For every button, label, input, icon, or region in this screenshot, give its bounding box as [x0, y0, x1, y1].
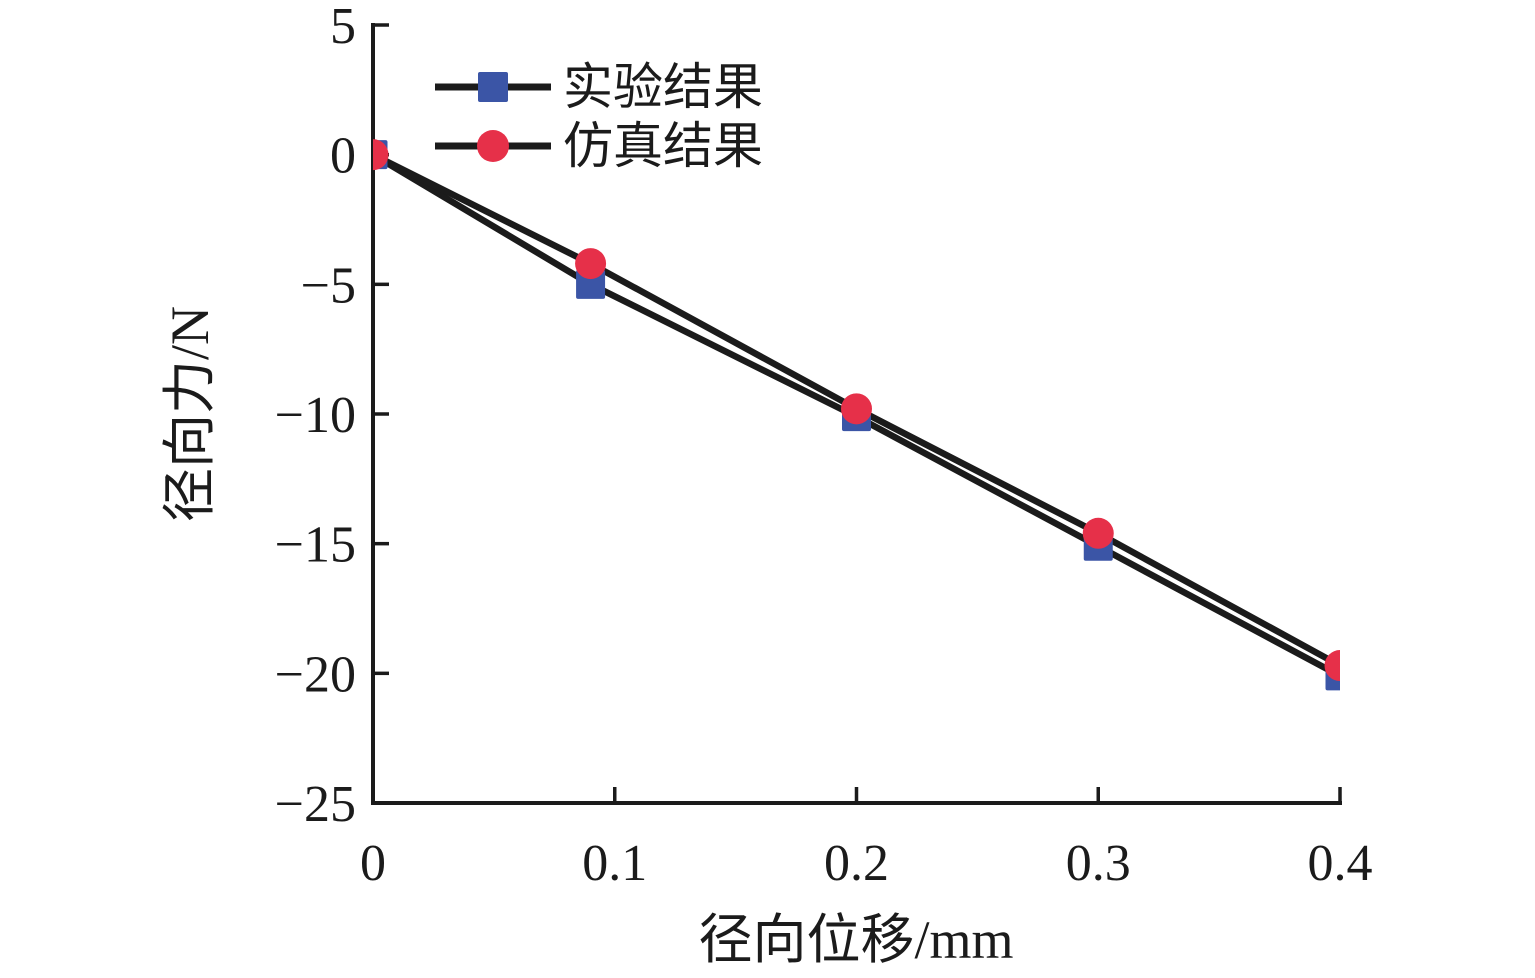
- legend-item: 仿真结果: [435, 118, 763, 174]
- x-tick-label: 0.3: [1066, 835, 1131, 892]
- y-tick-label: 0: [330, 128, 356, 185]
- legend-marker-circle: [477, 130, 509, 162]
- data-marker-circle: [841, 393, 872, 425]
- x-axis-title: 径向位移/mm: [698, 910, 1013, 970]
- y-tick-label: −20: [275, 646, 356, 703]
- data-marker-circle: [373, 139, 389, 171]
- x-tick-label: 0.4: [1308, 835, 1373, 892]
- legend-item: 实验结果: [435, 59, 763, 115]
- y-tick-label: 5: [330, 0, 356, 55]
- legend-marker-square: [478, 72, 508, 102]
- x-tick-label: 0.1: [582, 835, 647, 892]
- y-axis-title: 径向力/N: [160, 306, 220, 522]
- y-tick-label: −5: [301, 257, 356, 314]
- series-markers-group: [373, 139, 1340, 691]
- legend-label: 仿真结果: [563, 118, 763, 174]
- data-marker-circle: [1082, 517, 1114, 549]
- data-marker-circle: [575, 248, 607, 280]
- x-tick-label: 0.2: [824, 835, 889, 892]
- y-tick-label: −10: [275, 387, 356, 444]
- legend-label: 实验结果: [563, 59, 763, 115]
- y-tick-label: −25: [275, 776, 356, 833]
- y-tick-label: −15: [275, 517, 356, 574]
- ticks-group: [371, 23, 1342, 805]
- tick-labels-group: 50−5−10−15−20−250 0.1 0.2 0.3 0.4: [275, 0, 1373, 892]
- x-tick-label: 0: [360, 835, 386, 892]
- data-marker-circle: [1324, 650, 1340, 682]
